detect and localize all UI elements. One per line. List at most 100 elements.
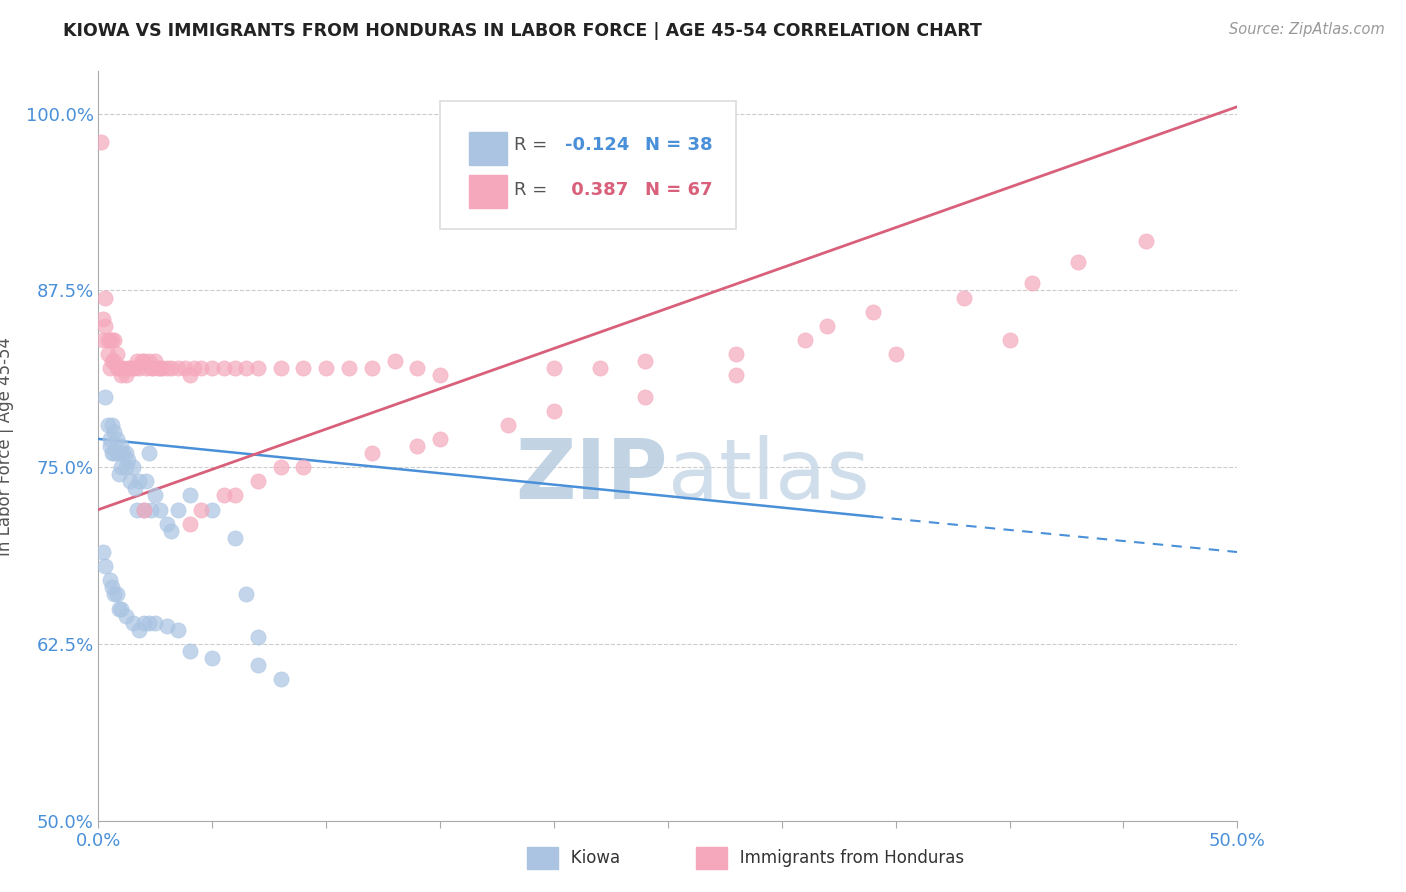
- Point: [98, 361, 121, 376]
- Text: Immigrants from Honduras: Immigrants from Honduras: [703, 849, 965, 867]
- Point: [131, 354, 153, 368]
- Point: [138, 446, 160, 460]
- Point: [96, 417, 118, 432]
- Point: [149, 361, 172, 376]
- Point: [101, 333, 124, 347]
- Point: [224, 361, 246, 376]
- Point: [145, 354, 167, 368]
- Point: [953, 291, 976, 305]
- Point: [98, 432, 121, 446]
- Point: [179, 368, 201, 383]
- Point: [121, 361, 143, 376]
- Point: [114, 368, 136, 383]
- Point: [128, 623, 150, 637]
- Point: [167, 502, 190, 516]
- Point: [183, 361, 205, 376]
- Point: [90, 135, 112, 149]
- Point: [190, 361, 212, 376]
- Point: [406, 439, 429, 453]
- Point: [429, 368, 451, 383]
- Point: [138, 354, 160, 368]
- Point: [135, 475, 157, 489]
- Point: [793, 333, 815, 347]
- Point: [246, 361, 269, 376]
- Point: [98, 439, 121, 453]
- Point: [179, 644, 201, 658]
- Point: [117, 453, 139, 467]
- Point: [270, 460, 292, 475]
- Point: [108, 446, 131, 460]
- Point: [108, 361, 131, 376]
- Point: [110, 361, 132, 376]
- Point: [112, 361, 135, 376]
- Point: [105, 446, 128, 460]
- Point: [103, 446, 125, 460]
- Point: [114, 446, 136, 460]
- Point: [167, 361, 190, 376]
- Text: atlas: atlas: [668, 435, 869, 516]
- Point: [725, 347, 748, 361]
- Point: [212, 488, 235, 502]
- Point: [138, 615, 160, 630]
- Point: [124, 361, 146, 376]
- Point: [145, 488, 167, 502]
- Point: [121, 615, 143, 630]
- Point: [96, 333, 118, 347]
- Point: [360, 361, 382, 376]
- Point: [156, 618, 179, 632]
- Point: [98, 333, 121, 347]
- Point: [634, 390, 657, 404]
- Point: [105, 361, 128, 376]
- Text: Kiowa: Kiowa: [534, 849, 620, 867]
- Point: [103, 333, 125, 347]
- Point: [127, 354, 149, 368]
- Point: [110, 368, 132, 383]
- Point: [224, 531, 246, 545]
- Point: [132, 502, 155, 516]
- Text: KIOWA VS IMMIGRANTS FROM HONDURAS IN LABOR FORCE | AGE 45-54 CORRELATION CHART: KIOWA VS IMMIGRANTS FROM HONDURAS IN LAB…: [63, 22, 983, 40]
- Point: [360, 446, 382, 460]
- Text: -0.124: -0.124: [565, 136, 630, 153]
- Point: [127, 502, 149, 516]
- Point: [201, 361, 224, 376]
- Point: [110, 439, 132, 453]
- Point: [156, 361, 179, 376]
- Point: [498, 417, 520, 432]
- Bar: [468, 132, 508, 165]
- Point: [315, 361, 337, 376]
- Point: [117, 361, 139, 376]
- Point: [91, 333, 114, 347]
- Point: [156, 516, 179, 531]
- Point: [110, 601, 132, 615]
- Point: [139, 361, 162, 376]
- Point: [103, 587, 125, 601]
- Point: [114, 608, 136, 623]
- Point: [246, 475, 269, 489]
- Text: ZIP: ZIP: [516, 435, 668, 516]
- Point: [1135, 234, 1157, 248]
- Point: [634, 354, 657, 368]
- Point: [292, 361, 315, 376]
- Point: [190, 502, 212, 516]
- Point: [94, 390, 117, 404]
- Point: [174, 361, 197, 376]
- Point: [201, 651, 224, 665]
- Point: [135, 361, 157, 376]
- Point: [998, 333, 1021, 347]
- Point: [149, 502, 172, 516]
- Point: [1021, 277, 1043, 291]
- Point: [101, 417, 124, 432]
- FancyBboxPatch shape: [440, 102, 737, 228]
- Bar: [468, 175, 508, 208]
- Text: N = 67: N = 67: [645, 181, 713, 199]
- Point: [94, 559, 117, 574]
- Point: [246, 630, 269, 644]
- Point: [146, 361, 169, 376]
- Point: [543, 361, 565, 376]
- Point: [114, 460, 136, 475]
- Point: [98, 574, 121, 588]
- Point: [292, 460, 315, 475]
- Point: [862, 304, 884, 318]
- Text: R =: R =: [515, 136, 553, 153]
- Point: [101, 354, 124, 368]
